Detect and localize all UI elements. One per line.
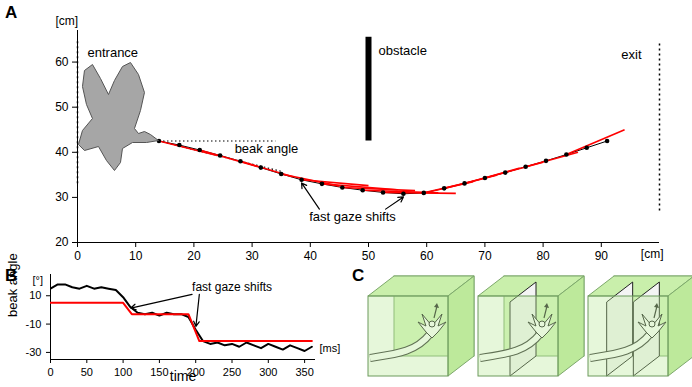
svg-text:beak angle: beak angle <box>235 141 299 156</box>
svg-text:50: 50 <box>362 249 376 263</box>
svg-text:-30: -30 <box>26 346 42 358</box>
svg-text:fast gaze shifts: fast gaze shifts <box>309 208 396 223</box>
svg-text:30: 30 <box>55 190 69 204</box>
svg-text:70: 70 <box>478 249 492 263</box>
svg-text:50: 50 <box>55 100 69 114</box>
svg-text:80: 80 <box>536 249 550 263</box>
svg-text:beak angle: beak angle <box>5 253 20 317</box>
svg-text:20: 20 <box>187 249 201 263</box>
svg-text:350: 350 <box>295 366 313 378</box>
svg-text:150: 150 <box>150 366 168 378</box>
svg-text:60: 60 <box>55 55 69 69</box>
svg-text:[cm]: [cm] <box>56 14 79 28</box>
svg-text:[cm]: [cm] <box>641 247 664 261</box>
svg-text:exit: exit <box>621 47 642 62</box>
svg-text:10: 10 <box>29 289 41 301</box>
svg-text:100: 100 <box>114 366 132 378</box>
svg-text:0: 0 <box>74 249 81 263</box>
svg-text:40: 40 <box>55 145 69 159</box>
svg-text:20: 20 <box>55 235 69 249</box>
svg-text:60: 60 <box>420 249 434 263</box>
svg-text:time: time <box>170 368 197 384</box>
svg-text:fast gaze shifts: fast gaze shifts <box>192 280 272 294</box>
svg-text:40: 40 <box>304 249 318 263</box>
svg-text:[°]: [°] <box>33 274 44 286</box>
svg-text:0: 0 <box>47 366 53 378</box>
svg-text:entrance: entrance <box>88 45 139 60</box>
svg-text:50: 50 <box>81 366 93 378</box>
svg-text:10: 10 <box>129 249 143 263</box>
svg-text:obstacle: obstacle <box>379 43 427 58</box>
svg-text:[ms]: [ms] <box>320 342 341 354</box>
svg-text:90: 90 <box>595 249 609 263</box>
svg-text:30: 30 <box>245 249 259 263</box>
svg-text:300: 300 <box>259 366 277 378</box>
svg-text:250: 250 <box>223 366 241 378</box>
svg-text:-10: -10 <box>26 318 42 330</box>
